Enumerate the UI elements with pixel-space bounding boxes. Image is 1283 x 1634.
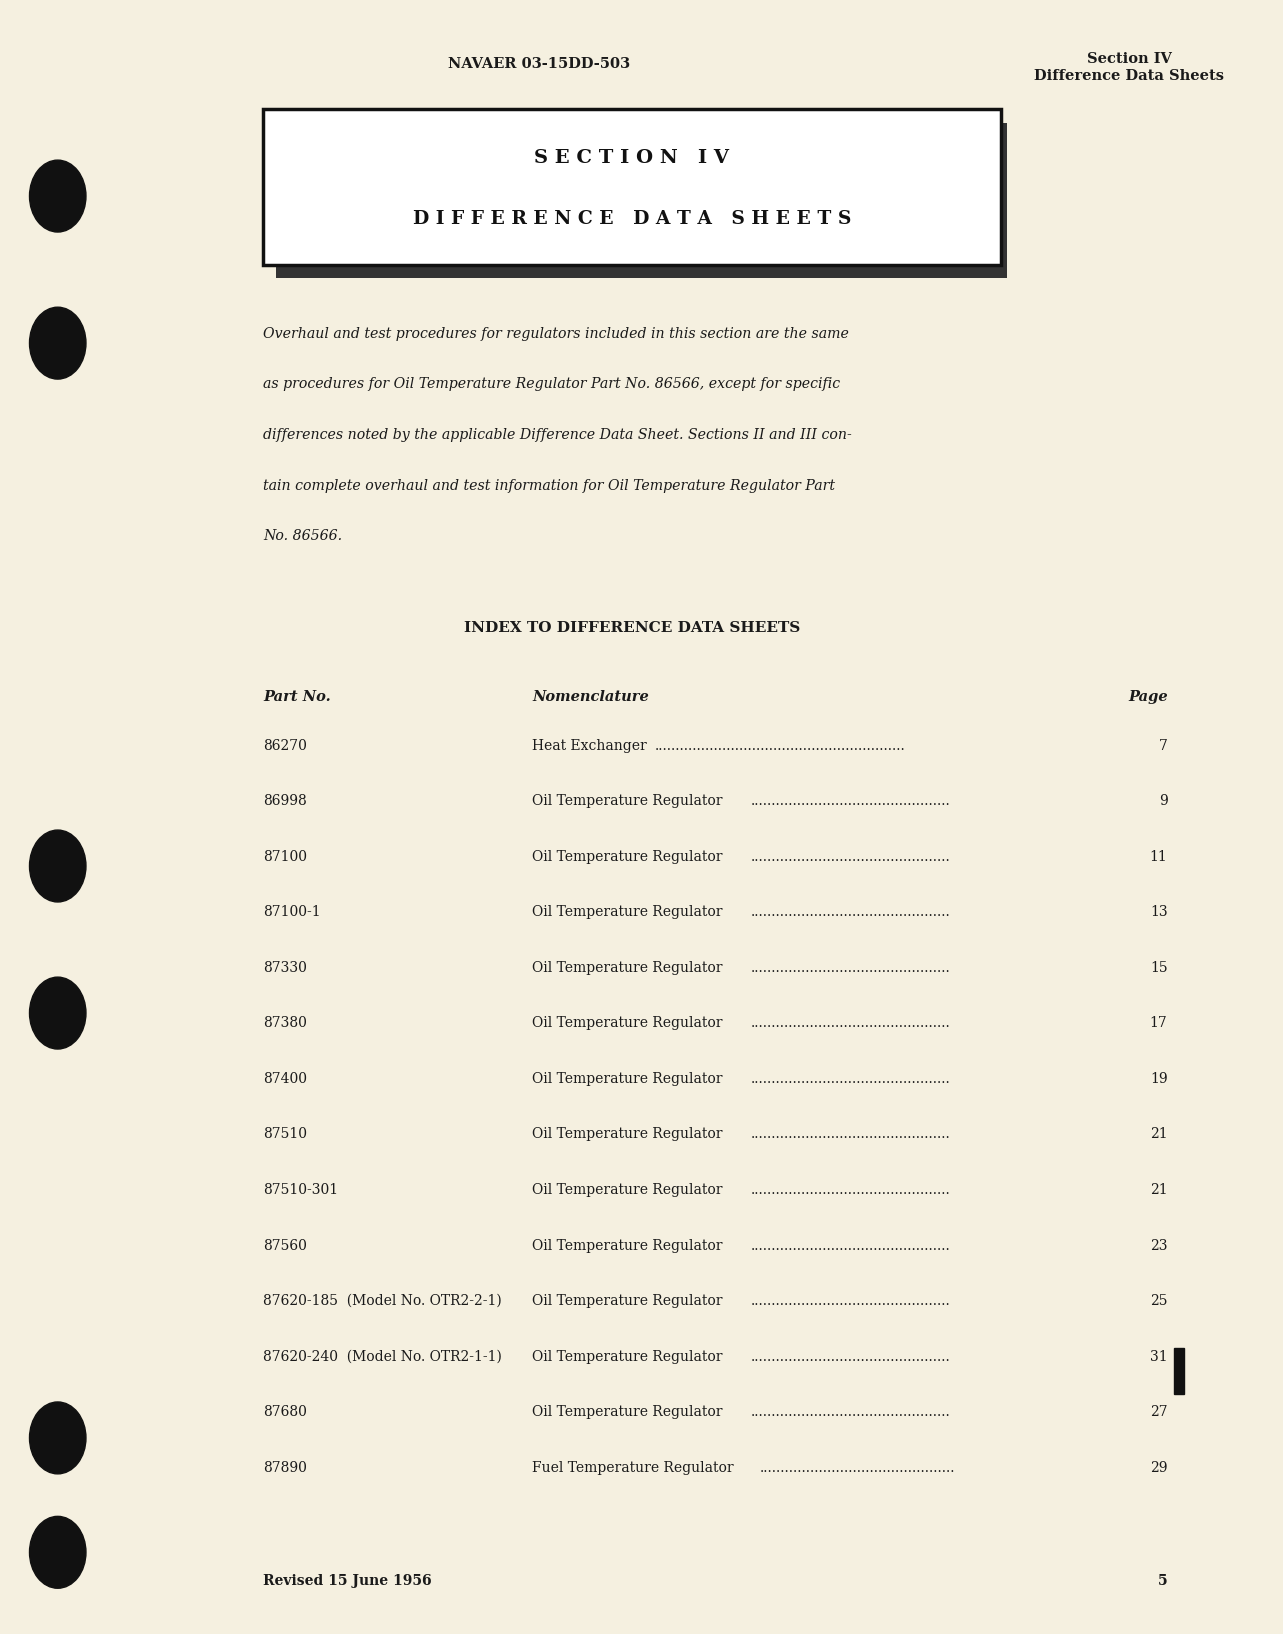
Text: 87100: 87100 (263, 850, 307, 864)
Text: 21: 21 (1150, 1183, 1168, 1198)
Text: ...............................................: ........................................… (751, 850, 951, 864)
Circle shape (30, 307, 86, 379)
Text: 29: 29 (1150, 1461, 1168, 1476)
Text: NAVAER 03-15DD-503: NAVAER 03-15DD-503 (448, 57, 630, 72)
Text: Nomenclature: Nomenclature (532, 690, 649, 704)
Text: 31: 31 (1150, 1350, 1168, 1364)
FancyBboxPatch shape (263, 109, 1001, 265)
FancyBboxPatch shape (276, 123, 1007, 278)
Text: ...............................................: ........................................… (751, 1350, 951, 1364)
Text: 87620-185  (Model No. OTR2-2-1): 87620-185 (Model No. OTR2-2-1) (263, 1294, 502, 1309)
Text: 7: 7 (1159, 739, 1168, 753)
Text: Oil Temperature Regulator: Oil Temperature Regulator (532, 1350, 722, 1364)
Text: Oil Temperature Regulator: Oil Temperature Regulator (532, 1016, 722, 1031)
Text: 87560: 87560 (263, 1239, 307, 1253)
Text: Oil Temperature Regulator: Oil Temperature Regulator (532, 905, 722, 920)
Circle shape (30, 977, 86, 1049)
Text: Page: Page (1128, 690, 1168, 704)
Text: Heat Exchanger: Heat Exchanger (532, 739, 647, 753)
Text: 19: 19 (1150, 1072, 1168, 1087)
Text: ...............................................: ........................................… (751, 961, 951, 975)
Text: 87330: 87330 (263, 961, 307, 975)
Text: ...............................................: ........................................… (751, 1183, 951, 1198)
Text: 87380: 87380 (263, 1016, 307, 1031)
Text: 15: 15 (1150, 961, 1168, 975)
Text: Oil Temperature Regulator: Oil Temperature Regulator (532, 850, 722, 864)
Text: ...............................................: ........................................… (751, 1016, 951, 1031)
Text: D I F F E R E N C E   D A T A   S H E E T S: D I F F E R E N C E D A T A S H E E T S (413, 209, 851, 229)
Text: 11: 11 (1150, 850, 1168, 864)
Text: 86998: 86998 (263, 794, 307, 809)
Text: Oil Temperature Regulator: Oil Temperature Regulator (532, 1183, 722, 1198)
Text: 27: 27 (1150, 1405, 1168, 1420)
Text: ...............................................: ........................................… (751, 905, 951, 920)
Text: Oil Temperature Regulator: Oil Temperature Regulator (532, 1405, 722, 1420)
Text: 87510-301: 87510-301 (263, 1183, 339, 1198)
Text: 25: 25 (1150, 1294, 1168, 1309)
Text: 87400: 87400 (263, 1072, 307, 1087)
Text: ...............................................: ........................................… (751, 1239, 951, 1253)
Text: ...............................................: ........................................… (751, 1294, 951, 1309)
Text: 13: 13 (1150, 905, 1168, 920)
Text: 87510: 87510 (263, 1127, 307, 1142)
Text: ...............................................: ........................................… (751, 1127, 951, 1142)
Text: ...............................................: ........................................… (751, 1405, 951, 1420)
Text: Oil Temperature Regulator: Oil Temperature Regulator (532, 794, 722, 809)
Text: 87620-240  (Model No. OTR2-1-1): 87620-240 (Model No. OTR2-1-1) (263, 1350, 502, 1364)
Text: ...........................................................: ........................................… (654, 739, 906, 753)
Text: 5: 5 (1157, 1574, 1168, 1588)
Circle shape (30, 160, 86, 232)
Text: Section IV: Section IV (1087, 52, 1171, 67)
Text: No. 86566.: No. 86566. (263, 529, 343, 544)
Text: Revised 15 June 1956: Revised 15 June 1956 (263, 1574, 431, 1588)
Text: S E C T I O N   I V: S E C T I O N I V (535, 149, 729, 168)
Text: Oil Temperature Regulator: Oil Temperature Regulator (532, 1127, 722, 1142)
Text: 9: 9 (1159, 794, 1168, 809)
Text: Difference Data Sheets: Difference Data Sheets (1034, 69, 1224, 83)
Text: as procedures for Oil Temperature Regulator Part No. 86566, except for specific: as procedures for Oil Temperature Regula… (263, 377, 840, 392)
Text: Oil Temperature Regulator: Oil Temperature Regulator (532, 1239, 722, 1253)
Text: 17: 17 (1150, 1016, 1168, 1031)
Text: Overhaul and test procedures for regulators included in this section are the sam: Overhaul and test procedures for regulat… (263, 327, 849, 342)
Text: Part No.: Part No. (263, 690, 331, 704)
Text: Oil Temperature Regulator: Oil Temperature Regulator (532, 1072, 722, 1087)
Bar (1174, 1348, 1184, 1394)
Text: Oil Temperature Regulator: Oil Temperature Regulator (532, 1294, 722, 1309)
Text: 87890: 87890 (263, 1461, 307, 1476)
Text: differences noted by the applicable Difference Data Sheet. Sections II and III c: differences noted by the applicable Diff… (263, 428, 852, 443)
Text: INDEX TO DIFFERENCE DATA SHEETS: INDEX TO DIFFERENCE DATA SHEETS (463, 621, 801, 636)
Text: ...............................................: ........................................… (751, 794, 951, 809)
Text: 23: 23 (1150, 1239, 1168, 1253)
Circle shape (30, 1516, 86, 1588)
Text: 87680: 87680 (263, 1405, 307, 1420)
Text: 21: 21 (1150, 1127, 1168, 1142)
Circle shape (30, 830, 86, 902)
Circle shape (30, 1402, 86, 1474)
Text: Oil Temperature Regulator: Oil Temperature Regulator (532, 961, 722, 975)
Text: 87100-1: 87100-1 (263, 905, 321, 920)
Text: ...............................................: ........................................… (751, 1072, 951, 1087)
Text: Fuel Temperature Regulator: Fuel Temperature Regulator (532, 1461, 734, 1476)
Text: tain complete overhaul and test information for Oil Temperature Regulator Part: tain complete overhaul and test informat… (263, 479, 835, 493)
Text: ..............................................: ........................................… (760, 1461, 955, 1476)
Text: 86270: 86270 (263, 739, 307, 753)
